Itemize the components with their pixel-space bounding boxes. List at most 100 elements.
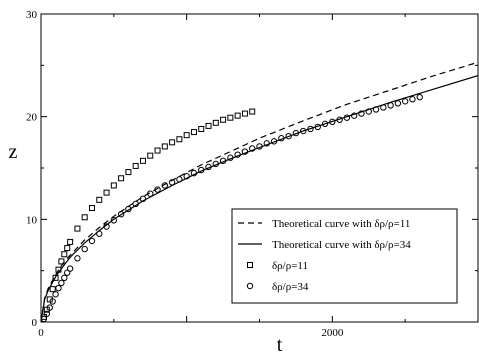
legend-entry: Theoretical curve with δρ/ρ=11 — [238, 218, 410, 230]
data-point-circle — [132, 200, 139, 208]
data-point-square — [220, 116, 227, 123]
plot-area: 0 2000 0 10 20 30 — [26, 9, 479, 339]
data-point-circle — [205, 163, 212, 171]
data-point-circle — [66, 265, 74, 272]
y-tick-label: 0 — [32, 317, 38, 329]
data-point-circle — [219, 157, 227, 165]
legend-label: Theoretical curve with δρ/ρ=34 — [272, 239, 411, 251]
data-point-circle — [125, 205, 132, 213]
legend-entry: δρ/ρ=34 — [246, 281, 309, 293]
data-point-square — [190, 129, 197, 136]
data-point-circle — [103, 223, 110, 230]
data-point-circle — [161, 182, 169, 189]
data-point-circle — [64, 269, 71, 276]
data-point-circle — [401, 98, 409, 105]
data-point-square — [132, 162, 139, 169]
data-point-square — [176, 136, 183, 143]
data-point-square — [234, 112, 241, 119]
series-2 — [41, 108, 256, 320]
data-point-circle — [416, 93, 423, 101]
legend-label: Theoretical curve with δρ/ρ=11 — [272, 218, 410, 230]
x-tick-label: 0 — [38, 327, 44, 339]
data-point-square — [227, 114, 234, 121]
series-3 — [41, 93, 423, 322]
series-line — [41, 75, 478, 322]
data-point-circle — [117, 211, 125, 218]
series-layer — [41, 61, 478, 322]
data-point-square — [49, 286, 56, 293]
data-point-square — [88, 205, 95, 212]
data-point-circle — [154, 186, 161, 193]
data-point-circle — [49, 298, 56, 305]
x-axis-label: t — [277, 334, 283, 354]
data-point-square — [205, 122, 212, 129]
data-point-circle — [46, 304, 53, 311]
data-point-circle — [58, 279, 65, 287]
data-point-square — [110, 182, 117, 189]
data-point-circle — [212, 160, 220, 168]
data-point-circle — [168, 179, 176, 186]
data-point-circle — [88, 237, 96, 245]
legend-label: δρ/ρ=11 — [272, 260, 308, 272]
data-point-circle — [387, 102, 394, 109]
data-point-circle — [96, 230, 103, 237]
data-point-circle — [241, 148, 249, 155]
data-point-square — [161, 143, 168, 150]
data-point-circle — [307, 125, 314, 133]
data-point-circle — [358, 110, 365, 117]
data-point-square — [58, 258, 65, 265]
data-point-square — [212, 119, 219, 126]
data-point-circle — [329, 118, 336, 126]
series-1 — [41, 75, 478, 322]
data-point-circle — [343, 114, 351, 121]
data-point-square — [74, 225, 81, 232]
data-point-circle — [336, 116, 343, 123]
data-point-circle — [176, 176, 183, 183]
x-tick-label: 2000 — [321, 327, 344, 339]
data-point-circle — [350, 112, 358, 119]
data-point-square — [139, 157, 146, 164]
data-point-square — [103, 189, 110, 196]
data-point-square — [64, 245, 71, 252]
data-point-circle — [227, 154, 234, 161]
data-point-circle — [263, 140, 270, 147]
y-axis: 0 10 20 30 — [26, 9, 478, 329]
data-point-circle — [246, 282, 254, 290]
data-point-circle — [234, 151, 241, 158]
data-point-circle — [372, 106, 380, 113]
data-point-square — [249, 108, 256, 115]
data-point-circle — [198, 166, 205, 174]
data-point-square — [125, 169, 132, 176]
y-axis-label: z — [9, 141, 18, 163]
y-tick-label: 30 — [26, 9, 38, 21]
data-point-square — [198, 125, 205, 132]
data-point-square — [169, 139, 176, 146]
legend-entry: Theoretical curve with δρ/ρ=34 — [238, 239, 411, 251]
data-point-circle — [110, 217, 118, 224]
data-point-circle — [300, 127, 307, 135]
data-point-circle — [147, 190, 154, 197]
y-tick-label: 10 — [26, 214, 38, 226]
data-point-circle — [249, 145, 256, 152]
data-point-circle — [321, 120, 329, 128]
legend-box — [231, 208, 458, 304]
data-point-square — [247, 262, 253, 268]
data-point-circle — [270, 138, 278, 145]
data-point-square — [67, 238, 74, 245]
data-point-circle — [292, 129, 300, 137]
legend-entry: δρ/ρ=11 — [247, 260, 308, 272]
data-point-circle — [74, 255, 81, 262]
data-point-square — [55, 266, 62, 273]
data-point-square — [183, 132, 190, 139]
data-point-circle — [256, 143, 263, 150]
x-axis: 0 2000 — [38, 14, 479, 339]
data-point-circle — [81, 245, 88, 253]
data-point-square — [61, 251, 68, 258]
data-point-circle — [61, 274, 68, 282]
data-point-circle — [278, 135, 285, 142]
data-point-circle — [183, 173, 190, 180]
data-point-circle — [285, 132, 292, 140]
data-point-square — [241, 110, 248, 117]
data-point-circle — [41, 315, 48, 322]
